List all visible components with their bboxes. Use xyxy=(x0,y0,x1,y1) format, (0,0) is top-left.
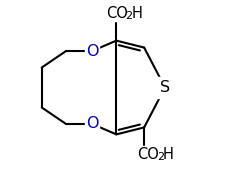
Text: 2: 2 xyxy=(157,152,164,162)
Text: H: H xyxy=(132,6,143,21)
Bar xyxy=(85,114,99,134)
Text: S: S xyxy=(160,80,170,95)
Text: 2: 2 xyxy=(125,11,133,21)
Bar xyxy=(85,41,99,61)
Text: CO: CO xyxy=(137,147,159,162)
Text: O: O xyxy=(86,44,98,59)
Text: CO: CO xyxy=(106,6,128,21)
Text: H: H xyxy=(163,147,174,162)
Text: O: O xyxy=(86,116,98,131)
Bar xyxy=(156,77,174,98)
